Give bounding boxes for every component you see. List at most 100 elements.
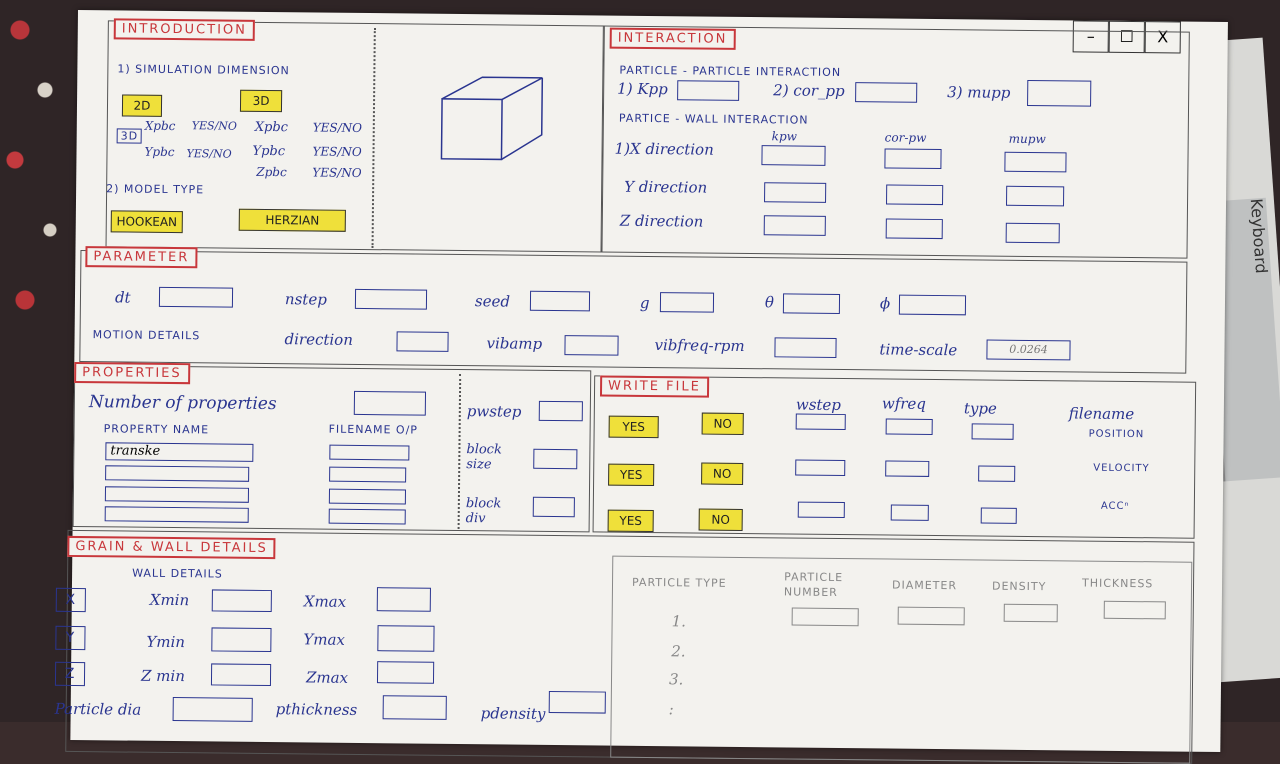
type-acc-input[interactable]	[980, 507, 1017, 524]
mupp-input[interactable]	[1027, 79, 1092, 107]
yesno-5[interactable]: YES/NO	[312, 165, 362, 180]
vibamp-input[interactable]	[564, 335, 619, 356]
particle-dia-input[interactable]	[172, 697, 253, 722]
ymin-label: Ymin	[146, 632, 186, 652]
property-name-input-2[interactable]	[105, 465, 250, 482]
row-3-label: 3.	[668, 670, 684, 689]
direction-input[interactable]	[396, 331, 449, 352]
kpw-z-input[interactable]	[763, 215, 826, 236]
mupw-y-input[interactable]	[1006, 185, 1065, 207]
property-name-input-4[interactable]	[104, 506, 249, 523]
zmin-input[interactable]	[210, 663, 272, 687]
density-input[interactable]	[1003, 603, 1058, 623]
nstep-input[interactable]	[354, 288, 428, 310]
mupw-z-input[interactable]	[1005, 222, 1060, 244]
pwstep-input[interactable]	[538, 400, 583, 422]
zpbc-3d-label: Zpbc	[256, 164, 287, 180]
thickness-header: THICKNESS	[1081, 576, 1154, 591]
kpw-x-input[interactable]	[761, 145, 826, 166]
acc-yes-button[interactable]: YES	[607, 509, 654, 533]
wfreq-acc-input[interactable]	[890, 504, 929, 521]
particle-number-input[interactable]	[791, 607, 859, 627]
kpp-label: 1) Kpp	[617, 79, 668, 99]
wfreq-position-input[interactable]	[885, 418, 933, 435]
wall-details-label: WALL DETAILS	[132, 566, 223, 581]
xmin-label: Xmin	[149, 590, 190, 610]
density-header: DENSITY	[991, 579, 1047, 594]
cor-pw-z-input[interactable]	[885, 218, 943, 240]
xmin-input[interactable]	[211, 589, 272, 613]
time-scale-input[interactable]: 0.0264	[986, 339, 1071, 361]
thickness-input[interactable]	[1103, 600, 1166, 620]
pthickness-input[interactable]	[382, 695, 447, 720]
wstep-position-input[interactable]	[795, 413, 846, 431]
position-no-button[interactable]: NO	[701, 412, 744, 435]
zmax-input[interactable]	[376, 661, 435, 684]
wfreq-velocity-input[interactable]	[885, 460, 930, 477]
wstep-acc-input[interactable]	[797, 501, 845, 519]
hookean-button[interactable]: HOOKEAN	[110, 210, 183, 234]
velocity-yes-button[interactable]: YES	[608, 463, 655, 487]
property-name-input-1[interactable]: transke	[105, 442, 254, 462]
introduction-title: INTRODUCTION	[113, 18, 256, 41]
y-checkbox[interactable]: Y	[55, 625, 86, 651]
seed-input[interactable]	[529, 290, 591, 312]
xmax-input[interactable]	[376, 587, 431, 612]
ymin-input[interactable]	[211, 627, 272, 653]
write-file-title: WRITE FILE	[599, 375, 709, 398]
cor-pw-y-input[interactable]	[886, 184, 944, 206]
simulation-dimension-label: 1) SIMULATION DIMENSION	[117, 62, 290, 78]
filename-input-1[interactable]	[329, 444, 410, 461]
yesno-2[interactable]: YES/NO	[186, 147, 232, 161]
vibamp-label: vibamp	[486, 334, 543, 353]
acc-no-button[interactable]: NO	[698, 508, 743, 531]
xmax-label: Xmax	[303, 592, 347, 611]
block-size-input[interactable]	[533, 448, 578, 470]
pw-interaction-title: PARTICE - WALL INTERACTION	[618, 111, 809, 127]
type-velocity-input[interactable]	[978, 465, 1016, 482]
particle-number-header: PARTICLE NUMBER	[783, 570, 844, 599]
position-yes-button[interactable]: YES	[608, 415, 659, 439]
property-name-input-3[interactable]	[104, 486, 250, 503]
vibfreq-input[interactable]	[774, 337, 837, 358]
theta-input[interactable]	[782, 293, 841, 314]
kpw-label: kpw	[771, 129, 798, 144]
cor-pp-input[interactable]	[855, 82, 918, 103]
type-position-input[interactable]	[971, 423, 1014, 440]
yesno-3[interactable]: YES/NO	[312, 120, 363, 135]
z-checkbox[interactable]: Z	[54, 661, 86, 687]
wstep-velocity-input[interactable]	[795, 459, 846, 477]
motion-details-label: MOTION DETAILS	[92, 328, 201, 343]
zmax-label: Zmax	[305, 668, 349, 687]
diameter-header: DIAMETER	[891, 578, 958, 593]
kpp-input[interactable]	[677, 80, 740, 101]
parameter-title: PARAMETER	[85, 246, 198, 269]
velocity-no-button[interactable]: NO	[701, 462, 744, 485]
cor-pw-label: cor-pw	[884, 130, 927, 145]
filename-input-4[interactable]	[328, 508, 406, 525]
2d-button[interactable]: 2D	[121, 94, 163, 117]
mupw-x-input[interactable]	[1004, 151, 1067, 173]
zmin-label: Z min	[140, 666, 185, 686]
3d-button[interactable]: 3D	[239, 89, 283, 113]
phi-input[interactable]	[898, 294, 967, 316]
yesno-1[interactable]: YES/NO	[191, 119, 238, 133]
herzian-button[interactable]: HERZIAN	[238, 208, 346, 232]
acc-filename: ACCⁿ	[1100, 500, 1130, 513]
g-input[interactable]	[659, 292, 715, 313]
x-checkbox[interactable]: X	[55, 587, 86, 613]
filename-input-2[interactable]	[329, 466, 407, 483]
grain-title: GRAIN & WALL DETAILS	[67, 535, 276, 560]
diameter-input[interactable]	[897, 606, 965, 626]
ymax-input[interactable]	[377, 625, 435, 652]
number-of-properties-input[interactable]	[353, 390, 427, 416]
yesno-4[interactable]: YES/NO	[312, 144, 362, 159]
block-div-input[interactable]	[532, 496, 575, 518]
dt-input[interactable]	[158, 286, 234, 308]
xpbc-2d-label: Xpbc	[144, 118, 176, 134]
cor-pw-x-input[interactable]	[884, 148, 942, 170]
z-direction-label: Z direction	[619, 211, 704, 231]
filename-input-3[interactable]	[328, 488, 406, 505]
pdensity-input[interactable]	[548, 690, 606, 714]
kpw-y-input[interactable]	[764, 182, 827, 203]
